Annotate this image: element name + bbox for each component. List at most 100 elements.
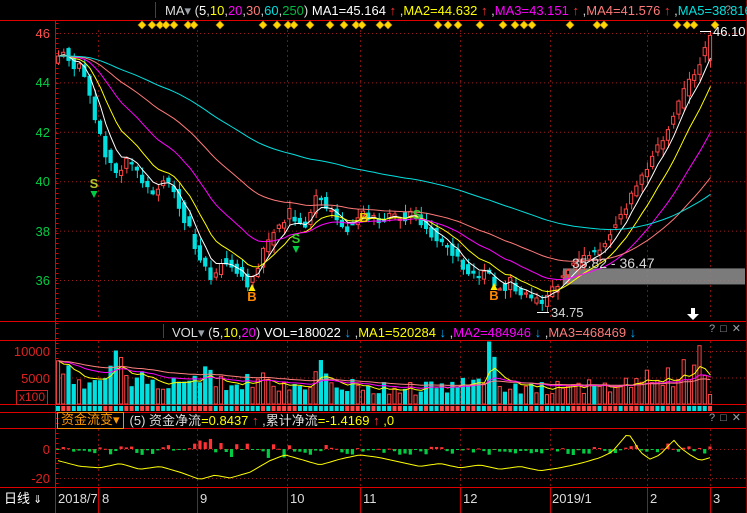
- event-diamond-icon: [433, 20, 443, 30]
- signal-marker-b: B: [247, 289, 256, 304]
- signal-marker-b: B: [489, 288, 498, 303]
- close-icon[interactable]: ✕: [731, 323, 741, 335]
- event-diamond-icon: [689, 20, 699, 30]
- month-label: 9: [200, 491, 208, 506]
- header-segment: 10: [209, 2, 225, 18]
- flow-pane-controls: ? □ ✕: [704, 413, 741, 424]
- event-diamond-icon: [305, 20, 315, 30]
- header-segment: (: [204, 324, 213, 340]
- help-icon[interactable]: ?: [724, 4, 731, 16]
- axis-tick-label: 0: [42, 442, 50, 457]
- header-segment: 30: [246, 2, 261, 18]
- header-segment: ,: [579, 2, 587, 18]
- header-segment: 累计净流: [265, 413, 318, 428]
- header-segment: =-1.4169: [317, 413, 370, 428]
- event-diamond-icon: [592, 20, 602, 30]
- header-segment: ↓: [340, 324, 351, 340]
- header-segment: MA2=44.632: [403, 2, 478, 18]
- event-diamond-icon: [599, 20, 609, 30]
- event-diamond-icon: [283, 20, 293, 30]
- month-label: 10: [290, 491, 305, 506]
- header-segment: 5: [198, 2, 207, 18]
- close-icon[interactable]: ✕: [731, 412, 741, 424]
- event-diamond-icon: [189, 20, 199, 30]
- event-diamond-icon: [258, 20, 268, 30]
- event-diamond-icon: [475, 20, 485, 30]
- signal-marker-b: B: [359, 210, 368, 225]
- header-segment: 250: [282, 2, 304, 18]
- vol-pane-controls: ? □ ✕: [704, 324, 741, 335]
- event-diamond-icon: [510, 20, 520, 30]
- help-icon[interactable]: ?: [709, 323, 716, 335]
- header-segment: ,: [237, 324, 242, 340]
- event-diamond-icon: [498, 20, 508, 30]
- header-segment: MA: [165, 2, 185, 18]
- axis-tick-label: 40: [35, 174, 50, 190]
- header-segment: ↑: [385, 2, 397, 18]
- maximize-icon[interactable]: □: [720, 323, 727, 335]
- event-diamond-icon: [215, 20, 225, 30]
- header-segment: VOL: [172, 324, 199, 340]
- axis-tick-label: 46: [35, 26, 50, 41]
- header-segment: MA3=468469: [548, 324, 627, 340]
- event-diamond-icon: [351, 20, 361, 30]
- header-segment: ,: [541, 324, 549, 340]
- vol-indicator-dropdown[interactable]: VOL ▾ (5, 10, 20) VOL=180022 ↓ , MA1=520284 …: [172, 324, 636, 340]
- header-segment: ,: [219, 324, 224, 340]
- event-diamond-icon: [339, 20, 349, 30]
- header-segment: ↑: [369, 413, 380, 428]
- event-diamond-icon: [519, 20, 529, 30]
- header-segment: VOL=180022: [263, 324, 341, 340]
- month-label: 3: [713, 491, 721, 506]
- header-segment: ,: [278, 2, 283, 18]
- header-segment: 20: [241, 324, 256, 340]
- month-label: 2019/1: [552, 491, 592, 506]
- header-segment: ,: [396, 2, 404, 18]
- month-label: 12: [463, 491, 478, 506]
- signal-marker-s: S: [292, 231, 301, 246]
- header-segment: MA3=43.151: [494, 2, 569, 18]
- axis-tick-label: 36: [35, 273, 50, 288]
- event-diamond-icon: [272, 20, 282, 30]
- low-price-label: 34.75: [551, 305, 584, 320]
- header-segment: MA5=38.816: [677, 2, 747, 18]
- volume-unit-label: x100: [16, 390, 49, 405]
- signal-marker-s: S: [413, 207, 422, 222]
- event-diamond-icon: [169, 20, 179, 30]
- header-segment: ,: [487, 2, 495, 18]
- header-segment: MA2=484946: [453, 324, 531, 340]
- header-segment: ): [303, 2, 312, 18]
- event-diamond-icon: [527, 20, 537, 30]
- money-flow-header: 资金流变▾ (5) 资金净流=0.8437 ↑ ,累计净流=-1.4169 ↑ …: [57, 412, 394, 429]
- month-label: 2018/7: [58, 491, 98, 506]
- maximize-icon[interactable]: □: [720, 412, 727, 424]
- event-diamond-icon: [357, 20, 367, 30]
- period-selector[interactable]: 日线 ⇓: [4, 491, 43, 506]
- header-segment: ↓: [626, 324, 637, 340]
- signal-marker-s: S: [90, 176, 99, 191]
- money-flow-dropdown[interactable]: 资金流变▾: [57, 412, 124, 429]
- header-segment: ↑: [568, 2, 579, 18]
- header-segment: ▾: [198, 324, 205, 340]
- event-diamond-icon: [155, 20, 165, 30]
- event-diamond-icon: [383, 20, 393, 30]
- axis-tick-label: 10000: [13, 344, 50, 359]
- header-segment: ▾: [184, 2, 192, 18]
- header-segment: ,: [206, 2, 210, 18]
- ma-indicator-dropdown[interactable]: MA ▾ (5, 10, 20, 30, 60, 250) MA1=45.164 ↑ , MA…: [165, 2, 747, 18]
- header-segment: ,: [446, 324, 454, 340]
- month-label: 8: [102, 491, 110, 506]
- event-diamond-icon: [289, 20, 299, 30]
- event-diamond-icon: [682, 20, 692, 30]
- month-label: 11: [363, 491, 377, 506]
- header-segment: ,: [258, 413, 266, 428]
- header-segment: ,: [350, 324, 359, 340]
- money-flow-values: (5) 资金净流=0.8437 ↑ ,累计净流=-1.4169 ↑ ,0: [130, 414, 395, 427]
- axis-tick-label: 44: [35, 75, 50, 91]
- axis-tick-label: 42: [35, 124, 50, 140]
- header-segment: (5): [129, 413, 150, 428]
- event-diamond-icon: [453, 20, 463, 30]
- help-icon[interactable]: ?: [709, 412, 716, 424]
